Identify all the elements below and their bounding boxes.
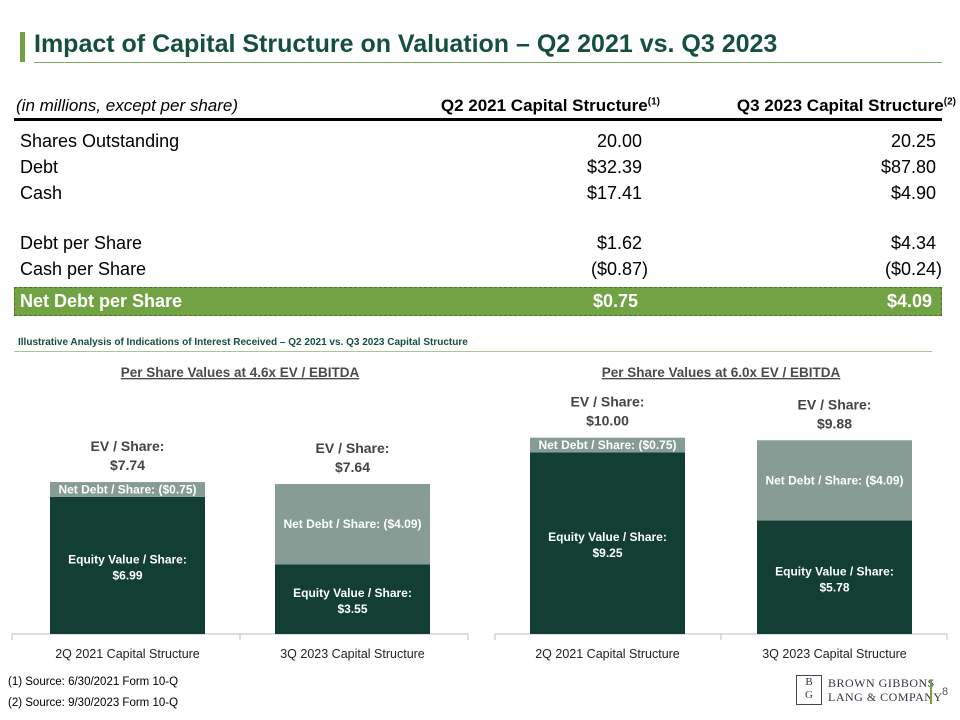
logo-divider <box>930 680 932 704</box>
net-debt-row-q3: $4.09 <box>886 291 932 311</box>
row-cash-per-share-q2: ($0.87) <box>590 259 648 279</box>
chart-1-bar-1-net-debt-label: Net Debt / Share: ($0.75) <box>58 482 196 496</box>
chart-1-bar-1-category: 2Q 2021 Capital Structure <box>55 647 200 661</box>
chart-2-bar-1-net-debt-label: Net Debt / Share: ($0.75) <box>538 438 676 452</box>
table-header-label: (in millions, except per share) <box>16 96 239 115</box>
row-debt-per-share-label: Debt per Share <box>20 233 143 253</box>
row-debt-label: Debt <box>20 157 59 177</box>
chart-1-bar-2-equity-value: $3.55 <box>337 602 367 616</box>
net-debt-row-q2: $0.75 <box>592 291 638 311</box>
chart-1-bar-1-equity <box>50 496 205 634</box>
row-cash-per-share-q3: ($0.24) <box>884 259 942 279</box>
row-cash-label: Cash <box>20 183 63 203</box>
chart-2-bar-2-net-debt <box>757 440 912 521</box>
chart-2-bar-2-equity-label: Equity Value / Share: <box>775 564 894 578</box>
chart-1-bar-2-equity <box>275 564 430 634</box>
chart-1-bar-1-total-prefix: EV / Share: <box>91 438 165 454</box>
chart-1-bar-2-total-prefix: EV / Share: <box>316 440 390 456</box>
company-logo-text: BROWN GIBBONS LANG & COMPANY <box>828 676 943 704</box>
row-cash-q3: $4.90 <box>890 183 936 203</box>
chart-2-bar-2-total-value: $9.88 <box>817 415 852 431</box>
logo-monogram-top: B <box>805 676 813 688</box>
net-debt-row: Net Debt per Share $0.75 $4.09 <box>14 287 942 316</box>
chart-2-bar-2-total-prefix: EV / Share: <box>798 396 872 412</box>
row-shares-outstanding-label: Shares Outstanding <box>20 131 180 151</box>
chart-2-title: Per Share Values at 6.0x EV / EBITDA <box>602 365 841 380</box>
net-debt-row-label: Net Debt per Share <box>20 291 183 311</box>
footnote-1: (1) Source: 6/30/2021 Form 10-Q <box>8 676 179 688</box>
chart-2-bar-1-equity <box>530 452 685 634</box>
title-divider <box>34 62 942 63</box>
table-header-rule <box>14 118 942 121</box>
page-number: 8 <box>942 686 949 698</box>
chart-2-bar-2-equity-value: $5.78 <box>819 580 849 594</box>
chart-2-bar-1-net-debt <box>530 437 685 453</box>
page-title: Impact of Capital Structure on Valuation… <box>34 30 778 58</box>
chart-2-bar-2-category: 3Q 2023 Capital Structure <box>762 647 907 661</box>
chart-2-bar-1-total-prefix: EV / Share: <box>571 394 645 410</box>
table-header-q2-2021: Q2 2021 Capital Structure(1) <box>441 96 660 116</box>
chart-1-bar-2-net-debt-label: Net Debt / Share: ($4.09) <box>283 517 421 531</box>
company-logo-monogram: B G <box>796 675 822 705</box>
row-debt-per-share-q2: $1.62 <box>596 233 642 253</box>
table-header-q3-2023-text: Q3 2023 Capital Structure <box>736 96 944 115</box>
chart-2-bar-1-total-value: $10.00 <box>586 413 629 429</box>
analysis-subtitle: Illustrative Analysis of Indications of … <box>18 337 468 348</box>
chart-2-bar-1-equity-value: $9.25 <box>592 546 622 560</box>
logo-monogram-bottom: G <box>805 689 813 701</box>
row-debt-q2: $32.39 <box>586 157 642 177</box>
chart-2-bar-1-category: 2Q 2021 Capital Structure <box>535 647 680 661</box>
row-shares-outstanding-q3: 20.25 <box>890 131 936 151</box>
chart-1-bar-2-total-value: $7.64 <box>335 459 370 475</box>
chart-1-bar-2-equity-label: Equity Value / Share: <box>293 586 412 600</box>
chart-2-bar-1-equity-label: Equity Value / Share: <box>548 530 667 544</box>
chart-1-bar-2-category: 3Q 2023 Capital Structure <box>280 647 425 661</box>
chart-1-bar-2-net-debt <box>275 484 430 565</box>
chart-1-bar-1-total-value: $7.74 <box>110 457 145 473</box>
title-accent-bar <box>20 32 25 62</box>
row-shares-outstanding-q2: 20.00 <box>596 131 642 151</box>
analysis-subtitle-rule <box>14 351 932 352</box>
table-header-q3-2023: Q3 2023 Capital Structure(2) <box>737 96 956 116</box>
chart-1-bar-1-equity-value: $6.99 <box>112 568 142 582</box>
chart-1-bar-1-equity-label: Equity Value / Share: <box>68 552 187 566</box>
chart-1-title: Per Share Values at 4.6x EV / EBITDA <box>121 365 360 380</box>
table-header-q2-2021-text: Q2 2021 Capital Structure <box>440 96 648 115</box>
logo-line-2: LANG & COMPANY <box>828 690 943 704</box>
footnote-2: (2) Source: 9/30/2023 Form 10-Q <box>8 697 179 709</box>
row-debt-q3: $87.80 <box>880 157 936 177</box>
row-debt-per-share-q3: $4.34 <box>890 233 936 253</box>
table-header-q2-2021-note: (1) <box>647 96 660 108</box>
chart-1-bar-1-net-debt <box>50 482 205 497</box>
logo-line-1: BROWN GIBBONS <box>828 676 935 690</box>
chart-2-bar-2-equity <box>757 520 912 634</box>
row-cash-q2: $17.41 <box>586 183 642 203</box>
row-cash-per-share-label: Cash per Share <box>20 259 147 279</box>
table-header-q3-2023-note: (2) <box>943 96 956 108</box>
chart-2-bar-2-net-debt-label: Net Debt / Share: ($4.09) <box>765 473 903 487</box>
